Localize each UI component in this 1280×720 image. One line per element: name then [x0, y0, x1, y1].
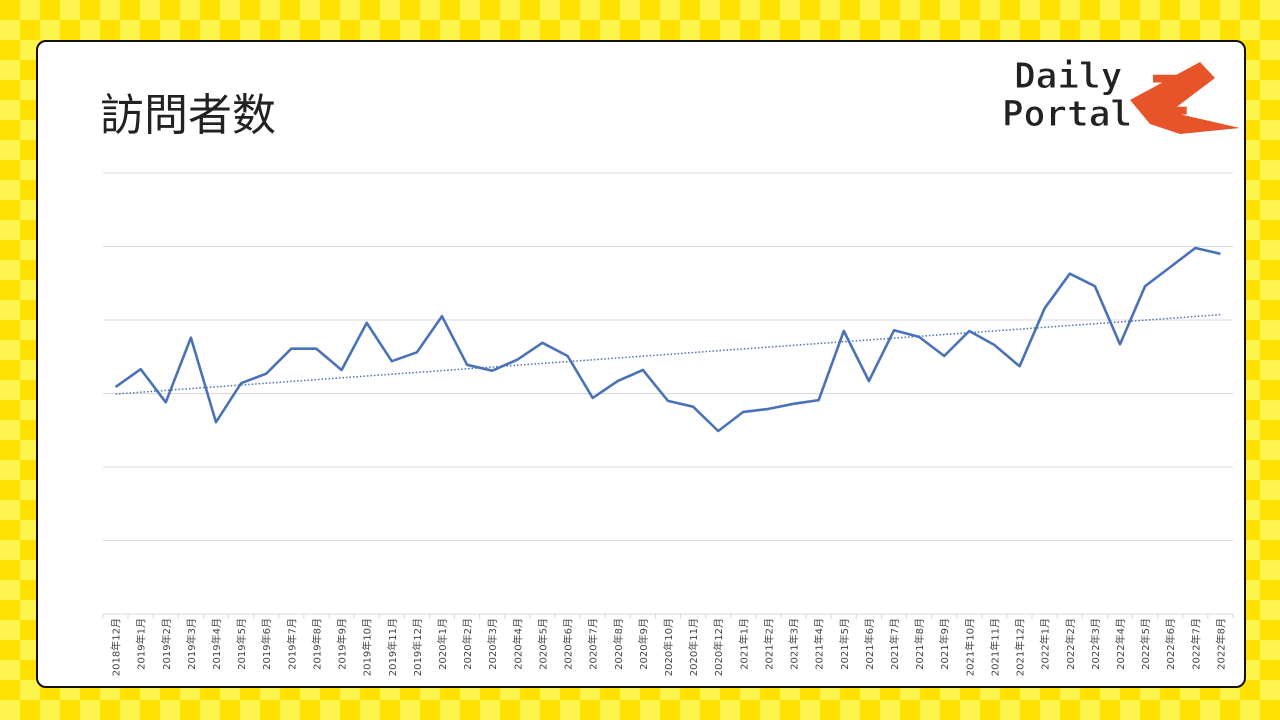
x-tick-label: 2021年3月 [788, 618, 801, 670]
data-line [114, 246, 1221, 433]
x-tick-label: 2019年7月 [285, 618, 298, 670]
x-tick-label: 2019年9月 [336, 618, 349, 670]
x-tick-label: 2018年12月 [110, 618, 123, 676]
x-tick-label: 2020年11月 [687, 618, 700, 676]
x-tick-label: 2022年5月 [1139, 618, 1152, 670]
x-tick-label: 2019年12月 [411, 618, 424, 676]
x-tick-label: 2019年3月 [185, 618, 198, 670]
x-tick-label: 2021年12月 [1014, 618, 1027, 676]
x-tick-label: 2019年2月 [160, 618, 173, 670]
x-tick-label: 2020年6月 [562, 618, 575, 670]
x-tick-label: 2022年8月 [1214, 618, 1227, 670]
x-tick-label: 2019年5月 [235, 618, 248, 670]
x-tick-label: 2022年1月 [1039, 618, 1052, 670]
logo: Daily Portal Z [1002, 56, 1240, 136]
x-tick-label: 2021年5月 [838, 618, 851, 670]
x-tick-label: 2019年4月 [210, 618, 223, 670]
x-tick-label: 2020年4月 [511, 618, 524, 670]
x-tick-label: 2020年5月 [536, 618, 549, 670]
x-tick-label: 2019年8月 [310, 618, 323, 670]
x-tick-label: 2020年9月 [637, 618, 650, 670]
x-tick-label: 2020年7月 [587, 618, 600, 670]
x-tick-label: 2022年7月 [1189, 618, 1202, 670]
logo-text: Portal [1002, 94, 1132, 135]
x-tick-label: 2019年11月 [386, 618, 399, 676]
x-tick-label: 2020年1月 [436, 618, 449, 670]
x-tick-label: 2021年8月 [913, 618, 926, 670]
chart-title: 訪問者数 [100, 90, 276, 141]
x-tick-label: 2021年11月 [988, 618, 1001, 676]
x-tick-label: 2019年6月 [260, 618, 273, 670]
x-tick-label: 2019年1月 [135, 618, 148, 670]
x-tick-label: 2022年2月 [1064, 618, 1077, 670]
x-tick-label: 2021年6月 [863, 618, 876, 670]
x-tick-label: 2021年7月 [888, 618, 901, 670]
x-tick-label: 2021年1月 [737, 618, 750, 670]
x-tick-label: 2022年4月 [1114, 618, 1127, 670]
logo-swoosh [1130, 62, 1240, 134]
logo-mark: Z [1150, 65, 1189, 128]
x-tick-label: 2019年10月 [361, 618, 374, 676]
x-tick-label: 2022年3月 [1089, 618, 1102, 670]
x-tick-label: 2022年6月 [1164, 618, 1177, 670]
x-tick-label: 2020年2月 [461, 618, 474, 670]
trendline [115, 313, 1221, 395]
x-tick-label: 2020年8月 [612, 618, 625, 670]
x-tick-label: 2021年10月 [963, 618, 976, 676]
x-tick-label: 2021年9月 [938, 618, 951, 670]
slide-panel [36, 40, 1246, 688]
logo-text: Daily [1014, 56, 1122, 97]
x-tick-label: 2020年3月 [486, 618, 499, 670]
x-tick-label: 2020年10月 [662, 618, 675, 676]
x-tick-label: 2021年2月 [762, 618, 775, 670]
x-tick-label: 2020年12月 [712, 618, 725, 676]
x-tick-label: 2021年4月 [813, 618, 826, 670]
